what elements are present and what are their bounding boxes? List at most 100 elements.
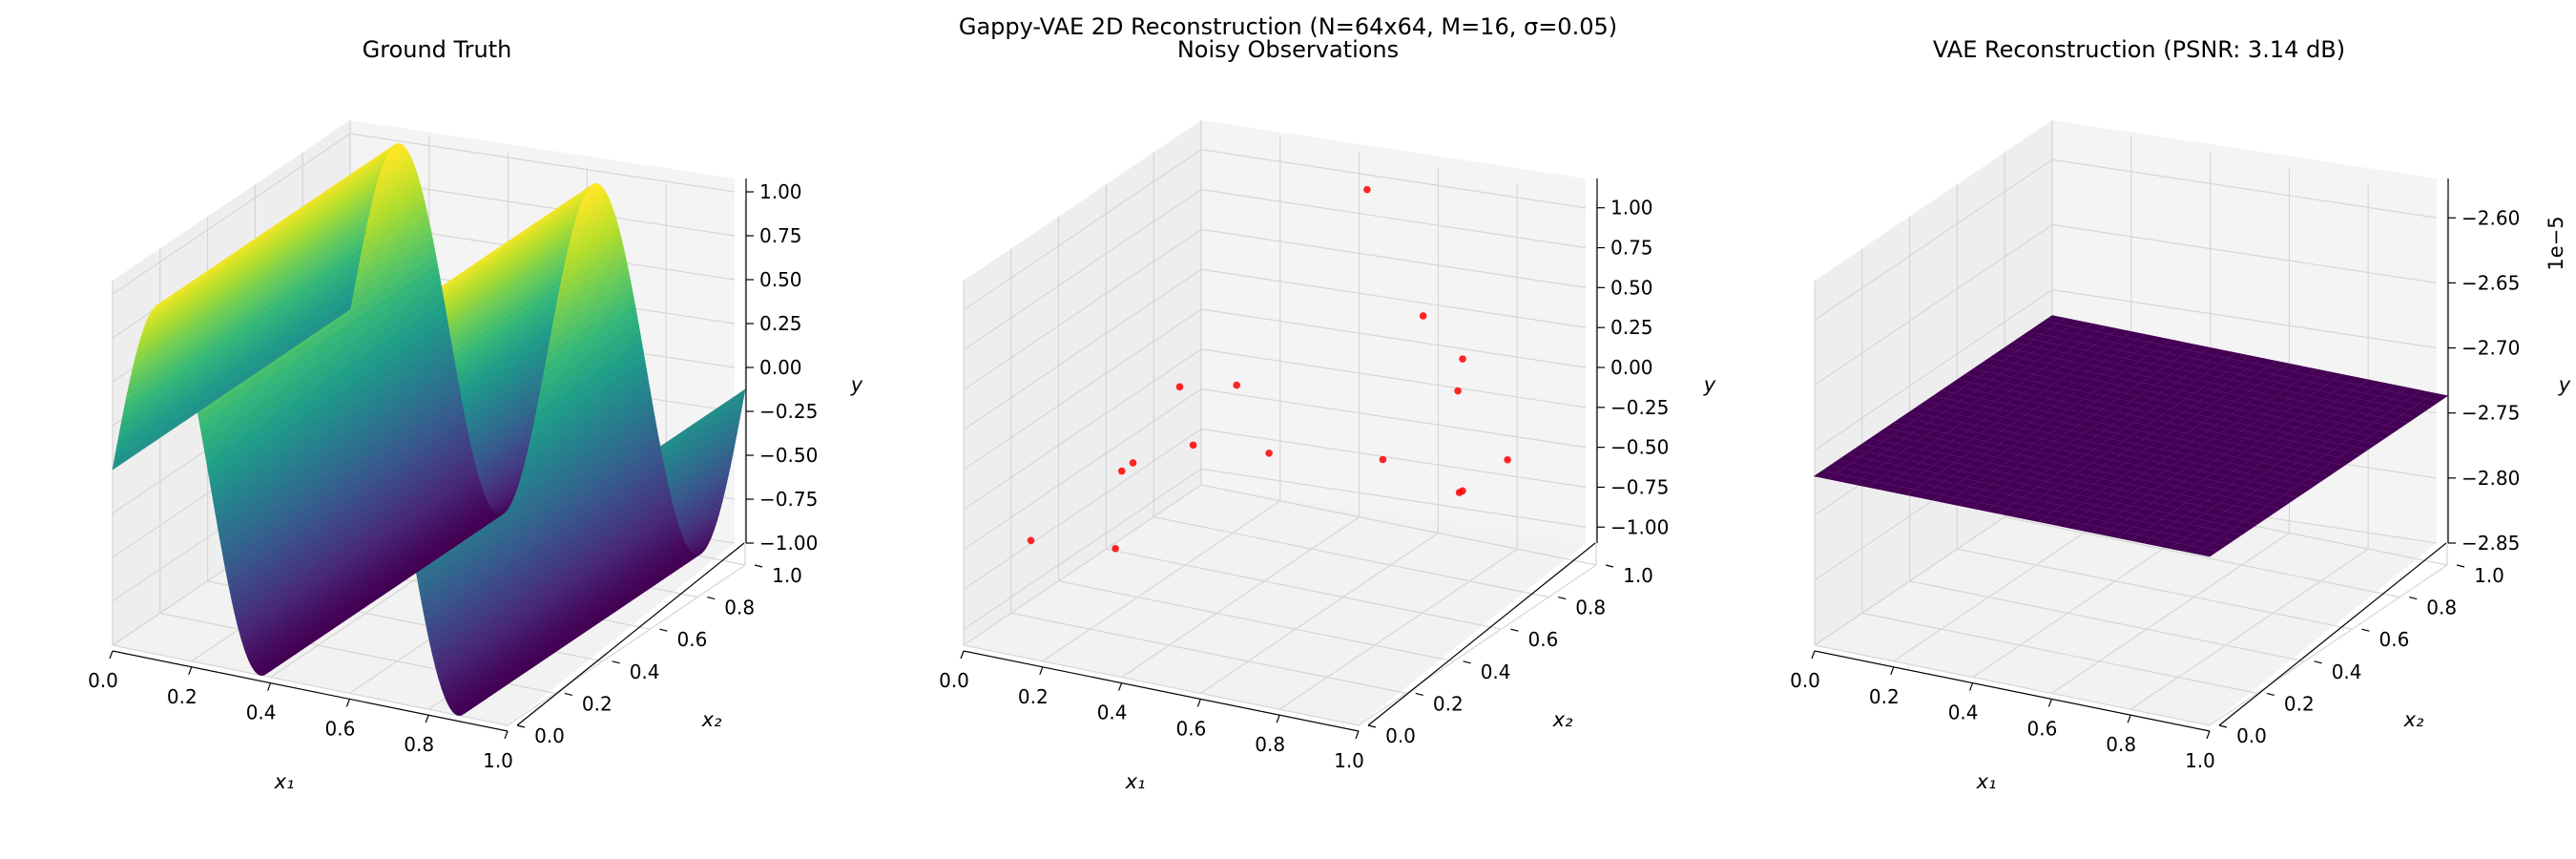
grid-line	[1358, 564, 1597, 726]
x-tick-label: 0.0	[939, 669, 969, 692]
x-tick	[2047, 699, 2052, 707]
z-tick-label: −0.75	[759, 488, 818, 511]
panel-ground-truth: Ground Truth 0.0 0.2 0.4 0.6 0.8 1.0 0.0 0.2 0.4…	[88, 36, 863, 793]
x-tick	[425, 714, 429, 723]
z-tick-label: −2.60	[2462, 206, 2520, 229]
x-tick-label: 1.0	[2185, 749, 2215, 772]
z-tick-label: −0.75	[1610, 475, 1669, 498]
y-tick	[516, 724, 526, 728]
z-tick-label: −0.50	[759, 444, 818, 467]
y-tick	[2218, 724, 2228, 728]
observation-point	[1363, 185, 1371, 194]
y-tick-label: 0.8	[724, 597, 755, 619]
grid-line	[963, 428, 1587, 590]
x-tick	[2206, 730, 2211, 740]
y-tick-label: 1.0	[2474, 564, 2504, 587]
grid-line	[1909, 580, 2305, 662]
grid-line	[1814, 644, 2211, 726]
y-tick-label: 0.0	[1385, 724, 1416, 747]
y-tick-label: 0.6	[1527, 628, 1558, 651]
z-tick-label: −0.25	[759, 400, 818, 423]
z-tick-label: 1.00	[759, 180, 802, 203]
z-tick-label: −0.25	[1610, 396, 1669, 419]
observation-point	[1111, 544, 1119, 553]
grid-line	[1814, 158, 2438, 321]
y-axis-label: x₂	[701, 708, 722, 731]
y-tick	[564, 692, 572, 696]
x-tick-label: 0.8	[404, 733, 434, 756]
panel-vae-reconstruction: VAE Reconstruction (PSNR: 3.14 dB) 0.0 0.…	[1790, 36, 2571, 793]
panel-noisy-observations: Noisy Observations 0.00.20.40.60.81.00.0…	[939, 36, 1716, 793]
observation-point	[1175, 383, 1184, 391]
grid-line	[1957, 548, 2353, 630]
x-tick	[2127, 714, 2131, 723]
y-axis-line	[2218, 542, 2447, 726]
observation-point	[1189, 441, 1197, 450]
x-tick-label: 0.8	[1255, 733, 1285, 756]
x-axis-line	[1814, 650, 2211, 732]
grid-line	[963, 308, 1587, 471]
axes-3d: 0.0 0.2 0.4 0.6 0.8 1.0 0.0 0.2 0.4 0.6 0.8 1.0 1.00…	[939, 120, 1669, 772]
grid-line	[112, 133, 736, 295]
x-tick-label: 0.8	[2106, 733, 2136, 756]
grid-line	[1814, 288, 2438, 451]
grid-line	[963, 388, 1587, 551]
z-axis-label: y	[1703, 373, 1716, 396]
surface-mesh-line	[2156, 385, 2395, 546]
left-pane	[964, 120, 1201, 645]
z-tick-label: 0.00	[759, 356, 802, 379]
x-tick	[267, 682, 272, 691]
grid-line	[1153, 516, 1549, 598]
x-tick	[1969, 682, 1974, 691]
x-tick-label: 0.6	[2026, 717, 2057, 740]
x-tick	[1355, 730, 1360, 740]
x-axis-label: x₁	[1976, 770, 1997, 793]
y-axis-line	[1367, 542, 1596, 726]
x-tick-label: 0.4	[1948, 702, 1979, 724]
axes-3d: 0.0 0.2 0.4 0.6 0.8 1.0 0.0 0.2 0.4 0.6 0.8 1.0 1.00…	[88, 120, 818, 772]
z-tick-label: 0.75	[759, 224, 802, 247]
surface-mesh-line	[2028, 331, 2424, 412]
surface-mesh-line	[2044, 321, 2440, 402]
panel-title: VAE Reconstruction (PSNR: 3.14 dB)	[1933, 36, 2345, 63]
observation-point	[1459, 355, 1466, 363]
observation-point	[1454, 387, 1462, 395]
z-tick-label: −1.00	[759, 532, 818, 555]
y-tick	[1558, 597, 1567, 600]
y-axis-label: x₂	[1552, 708, 1573, 731]
x-tick-label: 0.2	[1869, 685, 1900, 708]
x-tick-label: 0.0	[1790, 669, 1820, 692]
x-tick	[1811, 650, 1816, 660]
x-axis-label: x₁	[274, 770, 295, 793]
surface-mesh-line	[2196, 392, 2435, 555]
y-tick	[2456, 564, 2465, 568]
y-tick-label: 0.2	[582, 692, 613, 715]
y-tick-label: 0.4	[1481, 660, 1511, 683]
x-tick	[1196, 699, 1201, 707]
grid-line	[1106, 548, 1502, 630]
floor-pane	[1815, 485, 2437, 725]
y-tick	[707, 597, 716, 600]
y-tick-label: 0.8	[2426, 597, 2457, 619]
x-tick	[960, 650, 965, 660]
y-tick-label: 0.4	[630, 660, 660, 683]
x-axis-line	[112, 650, 509, 732]
surface-mesh-line	[2012, 342, 2408, 424]
z-tick-label: −2.70	[2462, 337, 2520, 360]
y-tick	[1463, 660, 1471, 664]
x-tick	[345, 699, 350, 707]
y-tick-label: 0.4	[2332, 660, 2362, 683]
z-tick-label: −2.80	[2462, 467, 2520, 490]
grid-line	[1861, 612, 2257, 694]
grid-line	[2051, 532, 2290, 694]
axes-3d: 0.0 0.2 0.4 0.6 0.8 1.0 0.0 0.2 0.4 0.6 0.8 1.0 −2.6…	[1790, 120, 2520, 772]
grid-line	[1278, 548, 1518, 710]
x-tick-label: 0.6	[1175, 717, 1206, 740]
y-tick	[2361, 628, 2370, 632]
y-tick	[2409, 597, 2418, 600]
y-tick	[659, 628, 668, 632]
grid-line	[963, 228, 1587, 390]
z-tick-label: −2.75	[2462, 402, 2520, 425]
grid-line	[963, 484, 1202, 646]
